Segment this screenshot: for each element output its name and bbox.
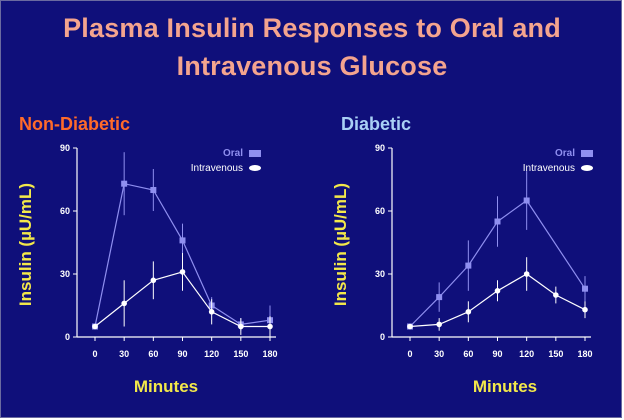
- diabetic-intravenous-point: [582, 306, 588, 313]
- non-diabetic-oral-point: [179, 237, 186, 244]
- diabetic-y-tick-label: 0: [380, 332, 385, 342]
- diabetic-x-tick-label: 120: [519, 349, 534, 359]
- non-diabetic-legend-oral-label: Oral: [223, 148, 243, 159]
- diabetic-legend-intravenous-swatch: [581, 165, 593, 171]
- non-diabetic-y-tick-label: 0: [65, 332, 70, 342]
- diabetic-legend-oral-swatch: [581, 150, 593, 157]
- diabetic-intravenous-point: [465, 309, 472, 315]
- diabetic-oral-line: [409, 199, 586, 327]
- non-diabetic-oral-point: [121, 180, 128, 187]
- non-diabetic-legend-intravenous-swatch: [249, 165, 261, 171]
- diabetic-chart: 0 30 60 90 0 30 60 90 120 150 180 Insulin (µU/mL) Mi…: [331, 143, 593, 396]
- diabetic-intravenous-point: [523, 271, 530, 277]
- diabetic-legend-oral-label: Oral: [555, 148, 575, 159]
- non-diabetic-y-tick-label: 90: [60, 143, 70, 153]
- non-diabetic-x-tick-label: 150: [233, 349, 248, 359]
- diabetic-intravenous-point: [553, 292, 559, 298]
- non-diabetic-panel-title: Non-Diabetic: [19, 114, 131, 134]
- non-diabetic-intravenous-point: [121, 300, 127, 307]
- diabetic-oral-point: [436, 294, 443, 301]
- non-diabetic-x-tick-label: 0: [92, 349, 97, 359]
- non-diabetic-intravenous-point: [150, 277, 157, 284]
- non-diabetic-intravenous-point: [92, 323, 98, 330]
- diabetic-y-axis-label: Insulin (µU/mL): [331, 183, 350, 306]
- diabetic-x-tick-label: 60: [463, 349, 473, 359]
- diabetic-intravenous-point: [494, 288, 501, 294]
- diabetic-intravenous-point: [436, 321, 442, 328]
- diabetic-y-tick-label: 90: [375, 143, 385, 153]
- non-diabetic-x-tick-label: 90: [177, 349, 187, 359]
- diabetic-x-tick-label: 0: [407, 349, 412, 359]
- slide-title-line-1: Plasma Insulin Responses to Oral and: [63, 13, 561, 43]
- diabetic-panel-title: Diabetic: [341, 114, 412, 134]
- non-diabetic-x-tick-label: 30: [119, 349, 129, 359]
- non-diabetic-intravenous-point: [238, 323, 244, 330]
- non-diabetic-x-tick-label: 60: [148, 349, 158, 359]
- diabetic-oral-point: [465, 262, 472, 269]
- non-diabetic-x-tick-label: 120: [204, 349, 219, 359]
- non-diabetic-x-tick-label: 180: [262, 349, 277, 359]
- diabetic-x-tick-label: 30: [434, 349, 444, 359]
- diabetic-intravenous-point: [407, 323, 413, 330]
- non-diabetic-intravenous-point: [267, 323, 273, 330]
- non-diabetic-legend-oral-swatch: [249, 150, 261, 157]
- non-diabetic-x-axis-label: Minutes: [134, 377, 198, 396]
- diabetic-oral-point: [523, 197, 530, 204]
- non-diabetic-y-tick-label: 30: [60, 269, 70, 279]
- diabetic-oral-point: [582, 285, 588, 292]
- diabetic-legend-intravenous-label: Intravenous: [523, 163, 575, 174]
- non-diabetic-oral-point: [150, 187, 157, 193]
- slide-title-line-2: Intravenous Glucose: [176, 51, 448, 81]
- non-diabetic-y-tick-label: 60: [60, 206, 70, 216]
- non-diabetic-intravenous-point: [179, 269, 186, 275]
- non-diabetic-chart: 0 30 60 90 0 30 60 90 120 150 180 Insulin (µU/mL) Mi…: [16, 143, 278, 396]
- diabetic-x-axis-label: Minutes: [473, 377, 537, 396]
- diabetic-y-tick-label: 60: [375, 206, 385, 216]
- non-diabetic-legend-intravenous-label: Intravenous: [191, 163, 243, 174]
- diabetic-x-tick-label: 180: [577, 349, 592, 359]
- diabetic-x-tick-label: 150: [548, 349, 563, 359]
- diabetic-oral-point: [494, 218, 501, 225]
- diabetic-y-tick-label: 30: [375, 269, 385, 279]
- diabetic-x-tick-label: 90: [492, 349, 502, 359]
- non-diabetic-intravenous-point: [208, 309, 215, 315]
- non-diabetic-y-axis-label: Insulin (µU/mL): [16, 183, 35, 306]
